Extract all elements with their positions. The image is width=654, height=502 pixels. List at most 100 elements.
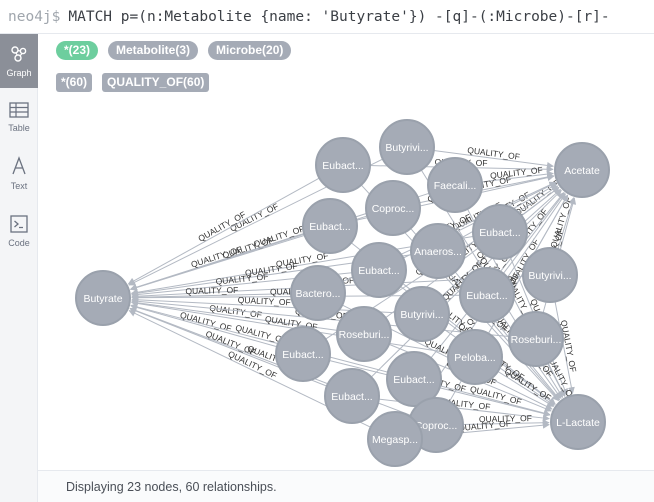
relationship-line[interactable] <box>557 197 576 251</box>
microbe-node[interactable]: Eubact... <box>459 267 515 323</box>
node-caption: Eubact... <box>309 221 350 233</box>
relationship-line[interactable] <box>502 192 565 275</box>
node-caption: Butyrivi... <box>528 270 571 282</box>
relationship-line[interactable] <box>130 304 279 348</box>
node-circle[interactable] <box>459 267 515 323</box>
node-circle[interactable] <box>472 204 528 260</box>
microbe-node[interactable]: Eubact... <box>324 368 380 424</box>
node-caption: Coproc... <box>372 203 415 215</box>
relationship-line[interactable] <box>554 300 575 395</box>
relationship-label: QUALITY_OF <box>185 285 238 296</box>
table-icon <box>9 101 29 118</box>
relationship-line[interactable] <box>130 303 389 373</box>
node-circle[interactable] <box>447 329 503 385</box>
node-circle[interactable] <box>336 306 392 362</box>
legend-metabolite[interactable]: Metabolite(3) <box>108 41 199 60</box>
microbe-node[interactable]: Peloba... <box>447 329 503 385</box>
view-sidebar: Graph Table Text Code <box>0 34 38 502</box>
node-caption: Eubact... <box>393 374 434 386</box>
node-circle[interactable] <box>410 223 466 279</box>
node-circle[interactable] <box>386 351 442 407</box>
relationship-label: QUALITY_OF <box>479 413 532 424</box>
node-circle[interactable] <box>554 142 610 198</box>
microbe-node[interactable]: Eubact... <box>386 351 442 407</box>
relationship-line[interactable] <box>496 370 555 407</box>
node-caption: Faecali... <box>434 180 477 192</box>
relationship-line[interactable] <box>130 300 450 354</box>
node-caption: Eubact... <box>322 160 363 172</box>
node-circle[interactable] <box>427 157 483 213</box>
legend-all-nodes[interactable]: *(23) <box>56 41 99 60</box>
graph-canvas[interactable]: QUALITY_OF QUALITY_OF QUALITY_OF QUALITY_OF… <box>38 98 654 470</box>
node-circle[interactable] <box>324 368 380 424</box>
legend-all-rels[interactable]: *(60) <box>56 73 93 92</box>
node-caption: Eubact... <box>466 290 507 302</box>
legend-quality-of[interactable]: QUALITY_OF(60) <box>102 73 210 92</box>
node-caption: Peloba... <box>454 352 495 364</box>
microbe-node[interactable]: Megasp... <box>367 411 423 467</box>
node-caption: Roseburi... <box>339 329 390 341</box>
node-circle[interactable] <box>365 180 421 236</box>
microbe-node[interactable]: Coproc... <box>365 180 421 236</box>
node-circle[interactable] <box>367 411 423 467</box>
node-caption: L-Lactate <box>556 417 600 429</box>
relationship-line[interactable] <box>439 385 551 417</box>
node-caption: Butyrivi... <box>385 142 428 154</box>
microbe-node[interactable]: Anaeros... <box>410 223 466 279</box>
legend-microbe[interactable]: Microbe(20) <box>208 41 292 60</box>
microbe-node[interactable]: Eubact... <box>315 137 371 193</box>
node-caption: Anaeros... <box>414 246 462 258</box>
microbe-node[interactable]: Roseburi... <box>336 306 392 362</box>
microbe-node[interactable]: Eubact... <box>472 204 528 260</box>
node-caption: Eubact... <box>358 265 399 277</box>
query-text[interactable]: MATCH p=(n:Metabolite {name: 'Butyrate'}… <box>68 8 610 25</box>
node-circle[interactable] <box>550 394 606 450</box>
sidebar-item-text[interactable]: Text <box>0 146 38 200</box>
microbe-node[interactable]: Butyrivi... <box>379 119 435 175</box>
sidebar-item-graph[interactable]: Graph <box>0 34 38 88</box>
microbe-node[interactable]: Eubact... <box>302 198 358 254</box>
relationship-edge[interactable]: QUALITY_OF <box>461 413 550 427</box>
node-circle[interactable] <box>315 137 371 193</box>
relationship-line[interactable] <box>131 293 293 301</box>
metabolite-node[interactable]: L-Lactate <box>550 394 606 450</box>
node-caption: Eubact... <box>331 391 372 403</box>
query-prompt: neo4j$ <box>8 8 61 25</box>
status-text: Displaying 23 nodes, 60 relationships. <box>66 479 277 494</box>
sidebar-item-table[interactable]: Table <box>0 90 38 144</box>
microbe-node[interactable]: Bactero... <box>290 265 346 321</box>
text-icon <box>12 155 26 174</box>
rel-type-legend: *(60) QUALITY_OF(60) <box>56 73 210 92</box>
metabolite-node[interactable]: Butyrate <box>75 270 131 326</box>
node-circle[interactable] <box>75 270 131 326</box>
status-bar: Displaying 23 nodes, 60 relationships. <box>38 470 654 502</box>
node-circle[interactable] <box>351 242 407 298</box>
microbe-node[interactable]: Eubact... <box>351 242 407 298</box>
microbe-node[interactable]: Roseburi... <box>508 311 564 367</box>
relationship-line[interactable] <box>127 177 321 285</box>
relationship-line[interactable] <box>129 233 306 291</box>
node-circle[interactable] <box>379 119 435 175</box>
node-circle[interactable] <box>290 265 346 321</box>
node-circle[interactable] <box>302 198 358 254</box>
node-circle[interactable] <box>275 326 331 382</box>
metabolite-node[interactable]: Acetate <box>554 142 610 198</box>
relationship-line[interactable] <box>432 149 554 169</box>
sidebar-item-code[interactable]: Code <box>0 204 38 258</box>
microbe-node[interactable]: Faecali... <box>427 157 483 213</box>
relationship-line[interactable] <box>461 419 550 427</box>
relationship-edge[interactable]: QUALITY_OF <box>131 285 293 301</box>
node-circle[interactable] <box>522 247 578 303</box>
query-bar[interactable]: neo4j$ MATCH p=(n:Metabolite {name: 'But… <box>0 0 654 34</box>
microbe-node[interactable]: Butyrivi... <box>394 286 450 342</box>
sidebar-label-table: Table <box>8 122 30 133</box>
relationship-line[interactable] <box>547 361 566 397</box>
microbe-node[interactable]: Eubact... <box>275 326 331 382</box>
relationship-line[interactable] <box>480 170 554 183</box>
node-label-legend: *(23) Metabolite(3) Microbe(20) <box>56 41 292 60</box>
node-circle[interactable] <box>394 286 450 342</box>
sidebar-label-code: Code <box>8 237 30 248</box>
node-circle[interactable] <box>508 311 564 367</box>
relationship-line[interactable] <box>131 299 339 331</box>
microbe-node[interactable]: Butyrivi... <box>522 247 578 303</box>
